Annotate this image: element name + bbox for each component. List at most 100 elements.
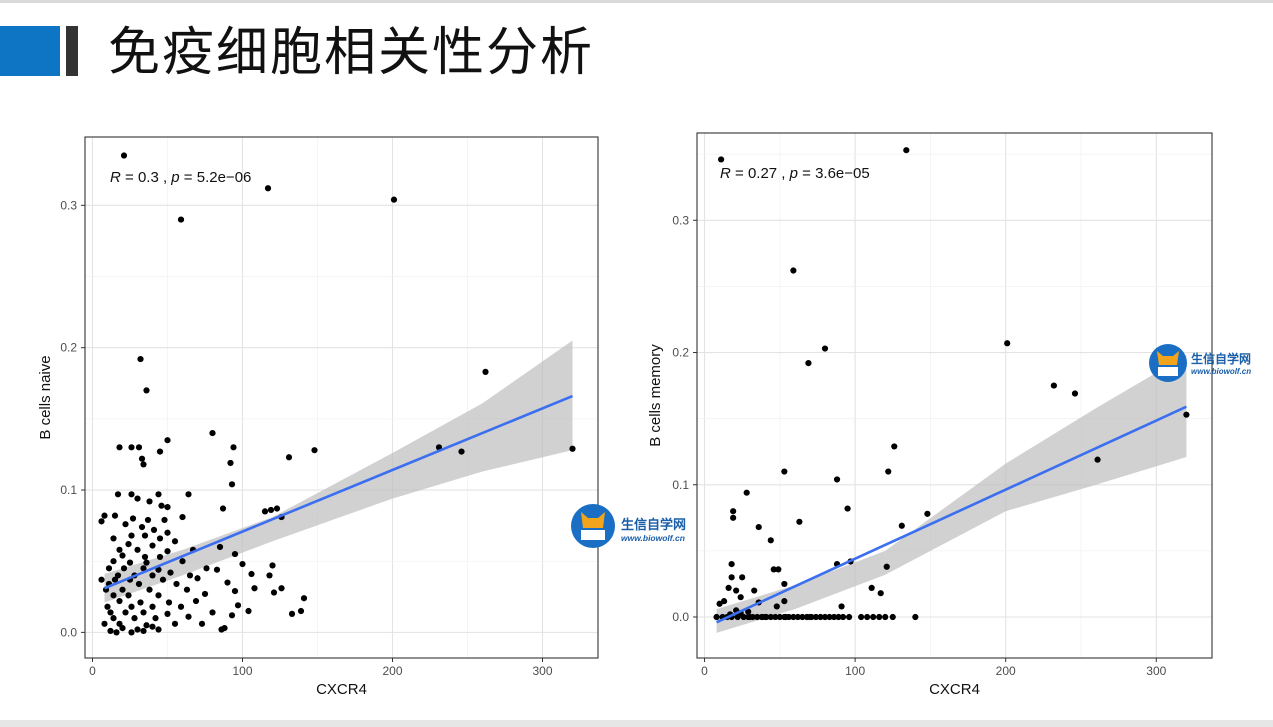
x-tick-label: 200 bbox=[382, 664, 402, 678]
data-point bbox=[221, 625, 228, 632]
data-point bbox=[156, 448, 164, 455]
data-point bbox=[113, 629, 120, 636]
y-tick-label: 0.2 bbox=[672, 346, 689, 360]
data-point bbox=[140, 461, 147, 468]
data-point bbox=[1094, 456, 1101, 463]
data-point bbox=[114, 491, 122, 498]
x-tick-label: 300 bbox=[1146, 664, 1166, 678]
data-point bbox=[107, 609, 114, 616]
data-point bbox=[122, 521, 129, 528]
data-point bbox=[799, 613, 806, 621]
data-point bbox=[844, 505, 851, 512]
data-point bbox=[128, 532, 135, 539]
data-point bbox=[781, 580, 788, 588]
data-point bbox=[482, 368, 489, 375]
data-point bbox=[812, 613, 820, 621]
data-point bbox=[110, 558, 117, 565]
data-point bbox=[264, 185, 272, 192]
data-point bbox=[116, 597, 123, 605]
data-point bbox=[135, 580, 143, 588]
x-tick-label: 0 bbox=[701, 664, 708, 678]
data-point bbox=[125, 541, 132, 548]
data-point bbox=[713, 613, 720, 621]
data-point bbox=[116, 546, 123, 553]
data-point bbox=[134, 546, 141, 553]
data-point bbox=[311, 447, 318, 454]
data-point bbox=[776, 613, 783, 621]
data-point bbox=[134, 626, 141, 633]
data-point bbox=[213, 566, 221, 573]
top-border bbox=[0, 0, 1273, 3]
data-point bbox=[183, 586, 191, 593]
data-point bbox=[143, 559, 150, 566]
data-point bbox=[821, 613, 829, 621]
data-point bbox=[1050, 382, 1057, 389]
data-point bbox=[119, 625, 126, 632]
data-point bbox=[137, 599, 144, 606]
regression-line bbox=[716, 405, 1187, 624]
data-point bbox=[773, 603, 780, 610]
page-title: 免疫细胞相关性分析 bbox=[108, 23, 595, 83]
data-point bbox=[155, 626, 162, 633]
data-point bbox=[300, 595, 308, 602]
data-point bbox=[161, 516, 168, 524]
data-point bbox=[198, 620, 206, 627]
data-point bbox=[140, 627, 147, 635]
data-point bbox=[201, 590, 209, 598]
data-point bbox=[173, 580, 180, 588]
data-point bbox=[1004, 340, 1011, 347]
data-point bbox=[150, 526, 158, 533]
data-point bbox=[728, 574, 735, 581]
data-point bbox=[224, 579, 231, 586]
watermark-name: 生信自学网 bbox=[1191, 351, 1251, 366]
data-point bbox=[772, 613, 779, 621]
data-point bbox=[107, 627, 114, 635]
data-point bbox=[120, 152, 128, 159]
data-point bbox=[119, 552, 126, 559]
data-point bbox=[297, 607, 305, 615]
scatter-plot-b-cells-memory: 0 100 200 300 0.0 0.1 0.2 0.3 CXCR4 B cells memor… bbox=[647, 132, 1213, 698]
data-point bbox=[877, 590, 884, 597]
data-point bbox=[806, 613, 814, 621]
data-point bbox=[219, 505, 227, 512]
data-point bbox=[110, 615, 117, 622]
data-point bbox=[903, 147, 910, 154]
data-point bbox=[883, 563, 890, 570]
data-point bbox=[876, 613, 883, 621]
data-point bbox=[267, 506, 275, 514]
data-point bbox=[128, 603, 135, 610]
watermark-name: 生信自学网 bbox=[621, 517, 686, 532]
data-point bbox=[870, 613, 877, 621]
data-point bbox=[134, 495, 141, 502]
data-point bbox=[746, 613, 753, 621]
plot-border bbox=[696, 132, 1213, 659]
data-point bbox=[138, 455, 146, 462]
y-axis-title: B cells naive bbox=[37, 355, 54, 439]
data-point bbox=[177, 603, 185, 610]
data-point bbox=[101, 512, 108, 519]
watermark-2: 生信自学网 www.biowolf.cn bbox=[1149, 344, 1251, 382]
data-point bbox=[891, 443, 898, 450]
data-point bbox=[781, 598, 788, 605]
data-point bbox=[231, 550, 239, 558]
data-point bbox=[912, 613, 919, 621]
data-point bbox=[171, 620, 179, 627]
data-point bbox=[110, 592, 117, 599]
watermark-url: www.biowolf.cn bbox=[1191, 367, 1251, 376]
data-point bbox=[790, 267, 797, 274]
data-point bbox=[155, 592, 162, 599]
title-accent-block bbox=[0, 26, 60, 76]
data-point bbox=[717, 156, 725, 163]
data-point bbox=[790, 613, 797, 621]
data-point bbox=[140, 609, 147, 616]
data-point bbox=[165, 599, 173, 606]
data-point bbox=[131, 615, 138, 622]
data-point bbox=[185, 613, 192, 620]
data-point bbox=[390, 196, 398, 203]
data-point bbox=[209, 609, 216, 616]
data-point bbox=[751, 587, 758, 594]
bottom-border bbox=[0, 720, 1273, 727]
confidence-band bbox=[716, 355, 1187, 633]
data-point bbox=[146, 586, 153, 593]
data-point bbox=[743, 489, 750, 496]
